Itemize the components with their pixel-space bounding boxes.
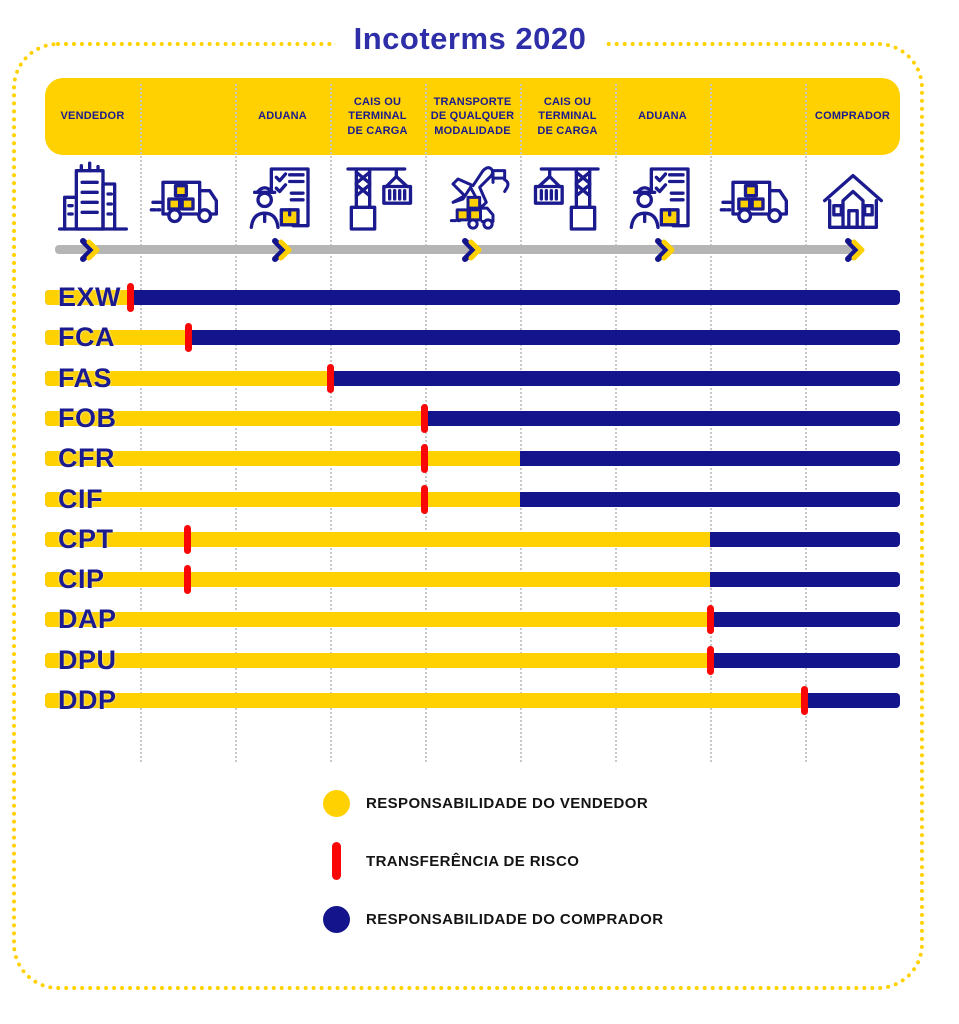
stage-label: COMPRADOR [814,110,891,123]
incoterm-row: DPU [45,645,900,675]
risk-transfer-tick [183,524,191,554]
incoterm-code-label: DAP [58,604,117,635]
incoterm-code-label: CFR [58,443,115,474]
seller-bar-segment [45,451,520,467]
buyer-bar-segment [45,693,900,708]
buyer-bar-segment [45,612,900,628]
customs-officer-icon [615,158,710,240]
risk-tick-icon [331,842,341,880]
incoterm-code-label: FOB [58,402,117,433]
stage-label: CAIS OU TERMINAL DE CARGA [347,96,408,137]
port-crane-right-icon [330,158,425,240]
buyer-bar-segment [45,370,900,386]
delivery-truck-icon [710,158,805,240]
legend-label: RESPONSABILIDADE DO VENDEDOR [366,794,649,812]
seller-bar-segment [45,410,424,426]
timeline-bar [55,245,862,254]
multimodal-transport-icon [425,158,520,240]
seller-bar-segment [45,290,130,305]
chevron-right-icon [654,238,676,262]
incoterm-row: FCA [45,322,900,353]
port-crane-left-icon [520,158,615,240]
buyer-dot-icon [322,905,350,933]
risk-transfer-tick [326,363,334,393]
buyer-bar-segment [45,531,900,547]
legend-label: TRANSFERÊNCIA DE RISCO [366,852,580,870]
seller-bar-segment [45,370,330,386]
seller-bar-segment [45,572,710,588]
chevron-right-icon [461,238,483,262]
stage-label: ADUANA [258,110,307,123]
incoterm-row: EXW [45,282,900,312]
chevron-right-icon [79,238,101,262]
incoterm-code-label: FCA [58,322,115,353]
risk-transfer-tick [420,484,428,514]
incoterm-row: CFR [45,443,900,474]
risk-transfer-tick [183,565,191,595]
buyer-bar-segment [45,491,900,507]
risk-tick-marker [322,842,350,880]
buyer-bar-segment [45,572,900,588]
incoterm-row: FAS [45,363,900,393]
seller-dot-marker [322,789,350,817]
incoterm-code-label: CIF [58,483,103,514]
incoterm-row: FOB [45,403,900,433]
customs-officer-icon [235,158,330,240]
stage-icons-row [45,158,900,240]
legend-label: RESPONSABILIDADE DO COMPRADOR [366,910,664,928]
buyer-bar-segment [45,451,900,467]
risk-transfer-tick [706,605,714,635]
buyer-bar-segment [45,410,900,426]
stage-label: VENDEDOR [60,110,125,123]
legend-item: RESPONSABILIDADE DO VENDEDOR [322,784,663,822]
stage-header-bar: VENDEDOR ADUANA CAIS OU TERMINAL DE CARGA T… [45,78,900,155]
delivery-truck-icon [140,158,235,240]
incoterm-row: CPT [45,524,900,554]
page-title: Incoterms 2020 [335,18,605,60]
factory-icon [45,158,140,240]
incoterm-row: CIP [45,564,900,595]
incoterm-code-label: EXW [58,282,122,312]
risk-transfer-tick [706,645,714,675]
stage-label [140,78,235,155]
risk-transfer-tick [184,323,192,353]
incoterm-code-label: DDP [58,685,117,715]
stage-label: ADUANA [638,110,687,123]
seller-bar-segment [45,612,710,628]
buyer-bar-segment [45,290,900,305]
seller-bar-segment [45,330,188,346]
seller-bar-segment [45,652,710,668]
risk-transfer-tick [126,283,134,312]
seller-bar-segment [45,531,710,547]
risk-transfer-tick [420,403,428,433]
stage-label: CAIS OU TERMINAL DE CARGA [537,96,598,137]
buyer-bar-segment [45,330,900,346]
incoterm-code-label: CPT [58,523,114,554]
seller-dot-icon [322,789,350,817]
chevron-right-icon [271,238,293,262]
incoterm-code-label: CIP [58,564,105,595]
incoterm-code-label: DPU [58,644,117,675]
risk-transfer-tick [800,686,808,715]
seller-bar-segment [45,693,804,708]
incoterm-code-label: FAS [58,362,113,393]
stage-label: TRANSPORTE DE QUALQUER MODALIDADE [430,96,515,137]
buyer-dot-marker [322,905,350,933]
buyer-bar-segment [45,652,900,668]
legend-item: TRANSFERÊNCIA DE RISCO [322,842,663,880]
legend-item: RESPONSABILIDADE DO COMPRADOR [322,900,663,938]
risk-transfer-tick [420,444,428,474]
incoterm-row: DAP [45,604,900,635]
stage-label [710,78,805,155]
seller-bar-segment [45,491,520,507]
chevron-right-icon [844,238,866,262]
legend: RESPONSABILIDADE DO VENDEDOR TRANSFERÊNCI… [322,784,663,958]
house-icon [805,158,900,240]
incoterm-row: DDP [45,685,900,715]
incoterm-row: CIF [45,484,900,514]
